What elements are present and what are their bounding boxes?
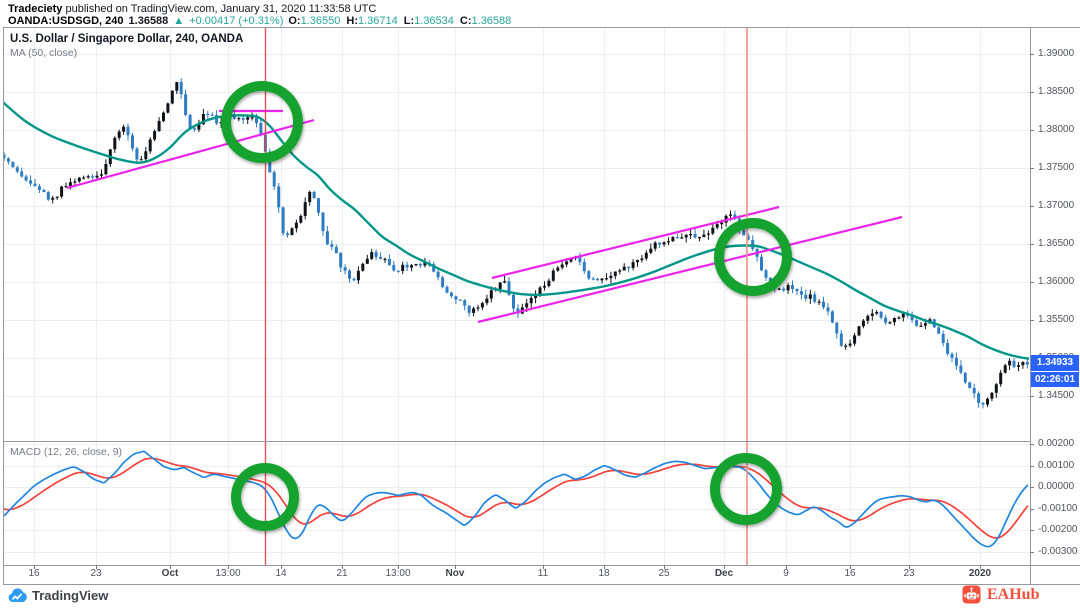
- symbol-change: +0.00417 (+0.31%): [189, 15, 284, 27]
- macd-tick-label: -0.00200: [1038, 524, 1078, 535]
- ohlc-item: C:1.36588: [460, 15, 511, 27]
- eahub-robot-icon: [962, 585, 981, 604]
- price-tick-label: 1.37500: [1038, 162, 1075, 173]
- ohlc-label: L:: [403, 15, 415, 27]
- ohlc-item: L:1.36534: [404, 15, 454, 27]
- trendlines: [66, 109, 903, 324]
- trendline: [66, 118, 315, 190]
- price-tick-label: 1.38500: [1038, 86, 1075, 97]
- macd-tick-label: 0.00000: [1038, 481, 1075, 492]
- ohlc-value: 1.36588: [471, 15, 512, 27]
- time-tick-label: Dec: [714, 568, 734, 579]
- annotation-circle[interactable]: [231, 463, 299, 531]
- price-tick-label: 1.38000: [1038, 124, 1075, 135]
- main-pane-legend: U.S. Dollar / Singapore Dollar, 240, OAN…: [10, 33, 244, 45]
- publish-byline: Tradeciety published on TradingView.com,…: [8, 3, 376, 15]
- trendline: [491, 205, 780, 280]
- time-tick-label: 23: [90, 568, 102, 579]
- eahub-badge[interactable]: EAHub: [962, 585, 1039, 604]
- time-tick-label: 23: [903, 568, 915, 579]
- ohlc-label: O:: [288, 15, 301, 27]
- last-price-label: 1.34933: [1031, 355, 1079, 371]
- symbol-last-price: 1.36588: [128, 15, 169, 27]
- publish-note: published on TradingView.com, January 31…: [62, 3, 377, 15]
- panel-borders: [3, 27, 1080, 585]
- macd-signal-line: [4, 457, 1029, 539]
- annotation-circle[interactable]: [221, 81, 303, 163]
- eahub-brand-text: EAHub: [987, 585, 1040, 603]
- macd-tick-label: 0.00100: [1038, 459, 1075, 471]
- ohlc-value: 1.36550: [300, 15, 341, 27]
- price-tick-label: 1.34500: [1038, 390, 1075, 401]
- macd-tick-label: -0.00300: [1038, 545, 1078, 557]
- macd-plot: [4, 450, 1029, 548]
- time-tick-label: 16: [28, 568, 40, 579]
- price-tick-label: 1.36000: [1038, 276, 1075, 287]
- macd-legend: MACD (12, 26, close, 9): [10, 446, 123, 458]
- time-tick-label: 18: [598, 568, 610, 579]
- grid: [3, 27, 1030, 565]
- annotation-circle[interactable]: [710, 453, 782, 525]
- publisher-name: Tradeciety: [8, 3, 63, 15]
- time-tick-label: 11: [537, 568, 549, 579]
- time-tick-label: Nov: [445, 568, 465, 579]
- macd-main-line: [4, 450, 1029, 548]
- time-tick-label: 21: [336, 568, 348, 579]
- annotation-circle[interactable]: [714, 218, 792, 296]
- time-tick-label: 13:00: [215, 568, 241, 579]
- time-tick-label: Oct: [161, 568, 179, 579]
- time-tick-label: 13:00: [385, 568, 411, 579]
- time-tick-label: 16: [844, 568, 856, 579]
- ma-legend: MA (50, close): [10, 47, 78, 59]
- tradingview-attribution[interactable]: TradingView: [8, 588, 108, 603]
- axis-tick-marks: [34, 54, 1034, 569]
- countdown-label: 02:26:01: [1031, 372, 1079, 387]
- macd-tick-label: -0.00100: [1038, 502, 1078, 514]
- ohlc-value: 1.36714: [357, 15, 398, 27]
- price-tick-label: 1.39000: [1038, 48, 1075, 59]
- time-tick-label: 2020: [968, 568, 992, 579]
- trendline: [477, 215, 903, 324]
- time-tick-label: 9: [783, 568, 789, 579]
- change-arrow-icon: ▲: [173, 15, 185, 27]
- ohlc-values: O:1.36550 H:1.36714 L:1.36534 C:1.36588: [288, 15, 511, 27]
- ohlc-item: H:1.36714: [346, 15, 397, 27]
- tradingview-brand-text: TradingView: [32, 588, 109, 603]
- ohlc-label: H:: [346, 15, 358, 27]
- symbol-name: OANDA:USDSGD, 240: [8, 15, 124, 27]
- macd-tick-label: 0.00200: [1038, 438, 1075, 449]
- ohlc-value: 1.36534: [414, 15, 454, 27]
- time-tick-label: 14: [275, 568, 287, 579]
- ohlc-label: C:: [459, 15, 472, 27]
- price-tick-label: 1.35500: [1038, 314, 1075, 325]
- time-tick-label: 25: [658, 568, 670, 579]
- symbol-status-line: OANDA:USDSGD, 240 1.36588 ▲ +0.00417 (+0…: [8, 15, 511, 27]
- price-tick-label: 1.36500: [1038, 238, 1075, 249]
- tradingview-cloud-icon: [8, 588, 27, 603]
- ohlc-item: O:1.36550: [288, 15, 340, 27]
- price-tick-label: 1.37000: [1038, 200, 1075, 211]
